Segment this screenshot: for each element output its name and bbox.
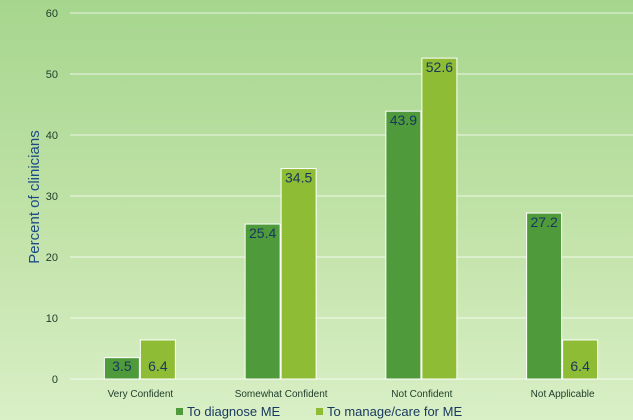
legend-item: To diagnose ME (176, 404, 281, 419)
data-label: 52.6 (426, 59, 453, 75)
y-axis-label: Percent of clinicians (26, 130, 43, 263)
y-tick-label: 30 (46, 191, 58, 203)
bar (103, 357, 140, 380)
gridlines (70, 12, 633, 380)
x-tick-label: Very Confident (108, 389, 174, 400)
legend-label: To manage/care for ME (327, 404, 462, 419)
bars: 3.5 6.4 25.4 34.5 43.9 52.6 27.2 6.4 (103, 57, 599, 380)
data-label: 34.5 (285, 170, 312, 186)
legend-swatch (316, 408, 323, 415)
x-axis-ticks: Very Confident Somewhat Confident Not Conf… (108, 389, 595, 400)
bar (562, 339, 599, 380)
y-tick-label: 0 (52, 374, 58, 386)
data-label: 3.5 (112, 358, 132, 374)
bar (244, 223, 281, 380)
data-label: 25.4 (249, 225, 276, 241)
y-tick-label: 20 (46, 252, 58, 264)
y-tick-label: 10 (46, 313, 58, 325)
bar (385, 110, 422, 380)
data-label: 27.2 (531, 214, 558, 230)
bar (421, 57, 458, 380)
y-tick-label: 50 (46, 69, 58, 81)
x-tick-label: Not Confident (391, 389, 452, 400)
legend: To diagnose ME To manage/care for ME (176, 404, 462, 419)
data-label: 6.4 (570, 358, 590, 374)
legend-label: To diagnose ME (187, 404, 281, 419)
legend-item: To manage/care for ME (316, 404, 462, 419)
y-tick-label: 60 (46, 8, 58, 20)
legend-swatch (176, 408, 183, 415)
bar (280, 168, 317, 380)
y-tick-label: 40 (46, 130, 58, 142)
bar (139, 339, 176, 380)
x-tick-label: Not Applicable (531, 389, 595, 400)
x-tick-label: Somewhat Confident (235, 389, 328, 400)
y-axis-ticks: 0 10 20 30 40 50 60 (46, 8, 58, 386)
data-label: 6.4 (148, 358, 168, 374)
data-label: 43.9 (390, 112, 417, 128)
bar (526, 212, 563, 380)
